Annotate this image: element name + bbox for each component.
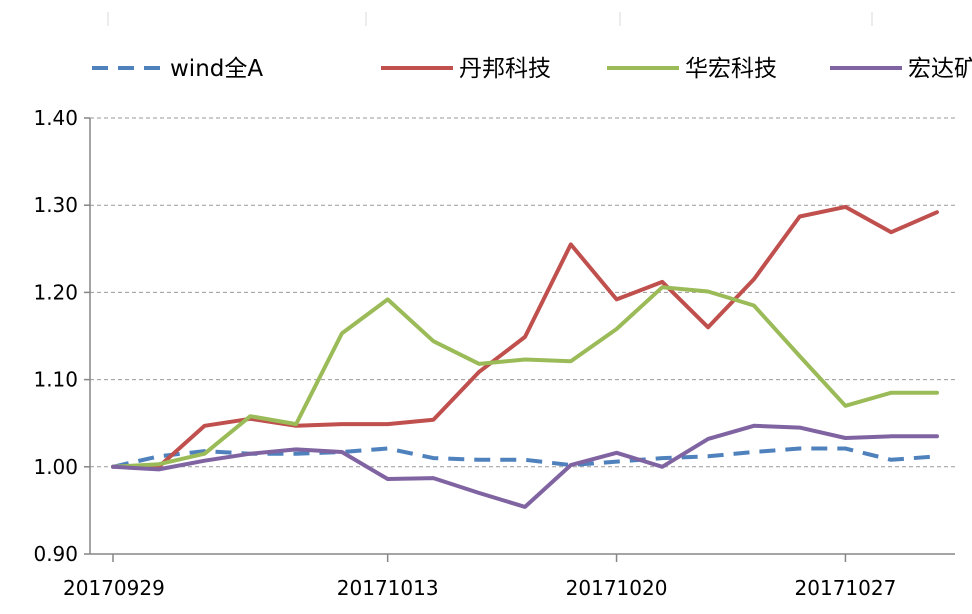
legend-label: 华宏科技: [685, 56, 777, 82]
legend-label: wind全A: [170, 56, 263, 82]
y-tick-label: 1.20: [33, 280, 78, 304]
axes: [89, 118, 955, 555]
series-line-3: [111, 285, 939, 469]
legend-label: 宏达矿业: [908, 56, 972, 82]
series-line-4: [111, 423, 939, 509]
series-line-2: [111, 204, 939, 469]
x-tick-label: 20171013: [337, 576, 439, 600]
legend-label: 丹邦科技: [459, 56, 551, 82]
y-tick-label: 0.90: [33, 542, 78, 566]
x-tick-label: 20170929: [63, 576, 165, 600]
x-tick-label: 20171020: [566, 576, 668, 600]
y-tick-label: 1.10: [33, 368, 78, 392]
legend: wind全A 丹邦科技 华宏科技 宏达矿业: [92, 56, 972, 82]
top-tick-marks: [107, 12, 873, 26]
series-group: [111, 204, 939, 509]
y-tick-label: 1.40: [33, 106, 78, 130]
y-tick-label: 1.00: [33, 455, 78, 479]
y-tick-label: 1.30: [33, 193, 78, 217]
y-axis-ticks: 0.90 1.00 1.10 1.20 1.30 1.40: [33, 106, 90, 566]
gridlines: [90, 117, 955, 468]
x-tick-label: 20171027: [795, 576, 897, 600]
x-axis-ticks: 20170929 20171013 20171020 20171027: [63, 554, 896, 600]
